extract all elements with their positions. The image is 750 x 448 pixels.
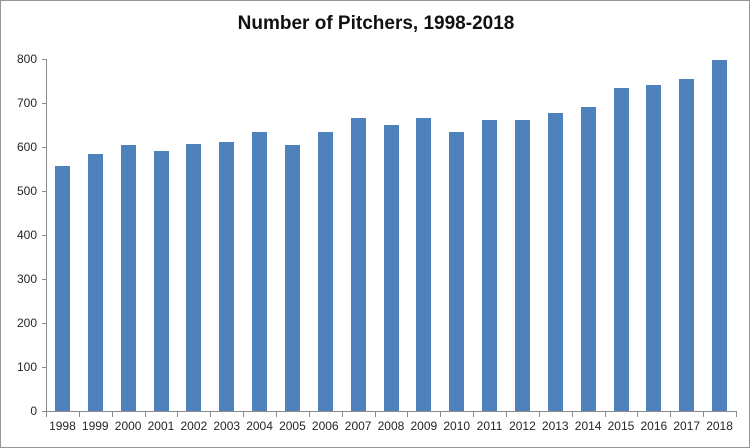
x-tick-label: 2012 — [509, 419, 536, 433]
chart-title: Number of Pitchers, 1998-2018 — [237, 13, 515, 34]
x-tick-label: 2013 — [541, 419, 569, 433]
x-tick-mark — [276, 412, 277, 417]
y-tick-label: 0 — [30, 404, 37, 418]
x-tick-mark — [538, 412, 540, 417]
bar — [284, 144, 300, 411]
bar — [383, 124, 399, 411]
y-tick-label: 500 — [16, 184, 37, 198]
x-tick-mark — [177, 412, 179, 417]
x-tick-label: 2001 — [147, 419, 175, 433]
bar — [252, 132, 268, 411]
y-tick-mark — [42, 59, 46, 60]
y-tick-mark — [42, 235, 46, 236]
x-tick-label: 2009 — [410, 419, 438, 433]
x-tick-label: 2008 — [377, 419, 405, 433]
bar — [646, 85, 662, 411]
bar — [317, 131, 333, 411]
x-tick-mark — [308, 412, 310, 417]
x-tick-label: 2018 — [706, 419, 733, 433]
x-tick-mark — [144, 412, 146, 417]
x-tick-label: 2017 — [673, 419, 701, 433]
bar — [449, 131, 465, 411]
y-tick-mark — [42, 279, 46, 280]
y-tick-label: 400 — [16, 228, 37, 242]
x-tick-label: 2002 — [180, 419, 208, 433]
bar — [350, 118, 366, 411]
bar — [712, 59, 728, 411]
x-tick-label: 2011 — [476, 419, 503, 433]
x-tick-label: 2006 — [311, 419, 339, 433]
y-axis-line — [46, 59, 47, 411]
x-tick-label: 2015 — [607, 419, 635, 433]
x-tick-label: 2014 — [574, 419, 602, 433]
x-tick-mark — [637, 412, 639, 417]
y-tick-mark — [42, 191, 46, 192]
x-tick-mark — [374, 412, 376, 417]
y-tick-label: 700 — [16, 96, 37, 110]
x-tick-label: 2007 — [344, 419, 372, 433]
x-tick-mark — [604, 412, 606, 417]
bar — [54, 165, 70, 411]
x-axis-line — [46, 411, 737, 412]
x-tick-label: 1998 — [49, 419, 76, 433]
y-tick-label: 100 — [16, 360, 37, 374]
bar — [514, 119, 530, 411]
x-tick-mark — [46, 412, 47, 417]
x-tick-mark — [703, 412, 705, 417]
y-tick-label: 600 — [16, 140, 37, 154]
bar — [580, 106, 596, 411]
x-tick-mark — [440, 412, 442, 417]
x-tick-mark — [111, 412, 113, 417]
x-tick-label: 2004 — [246, 419, 273, 433]
x-tick-label: 2010 — [443, 419, 471, 433]
bar — [613, 87, 629, 411]
y-tick-mark — [42, 411, 46, 412]
y-tick-mark — [42, 103, 46, 104]
x-tick-label: 2003 — [213, 419, 241, 433]
bar — [482, 119, 498, 411]
x-tick-label: 2016 — [640, 419, 668, 433]
y-tick-label: 300 — [16, 272, 37, 286]
y-tick-mark — [42, 147, 46, 148]
x-tick-mark — [78, 412, 80, 417]
y-tick-mark — [42, 367, 46, 368]
x-tick-label: 2000 — [114, 419, 142, 433]
bar — [679, 78, 695, 411]
y-tick-label: 200 — [16, 316, 37, 330]
bar — [219, 141, 235, 411]
x-tick-mark — [736, 412, 737, 417]
x-tick-mark — [670, 412, 672, 417]
x-tick-mark — [473, 412, 475, 417]
bar — [547, 113, 563, 411]
bar — [153, 150, 169, 411]
x-tick-mark — [571, 412, 573, 417]
x-tick-mark — [243, 412, 245, 417]
bar — [87, 153, 103, 411]
x-tick-mark — [506, 412, 507, 417]
bar — [186, 143, 202, 411]
x-tick-label: 2005 — [279, 419, 306, 433]
x-tick-mark — [341, 412, 343, 417]
x-tick-label: 1999 — [81, 419, 109, 433]
bar — [416, 118, 432, 411]
y-tick-mark — [42, 323, 46, 324]
x-tick-mark — [210, 412, 212, 417]
y-tick-label: 800 — [16, 52, 37, 66]
x-tick-mark — [407, 412, 409, 417]
bar — [120, 144, 136, 411]
